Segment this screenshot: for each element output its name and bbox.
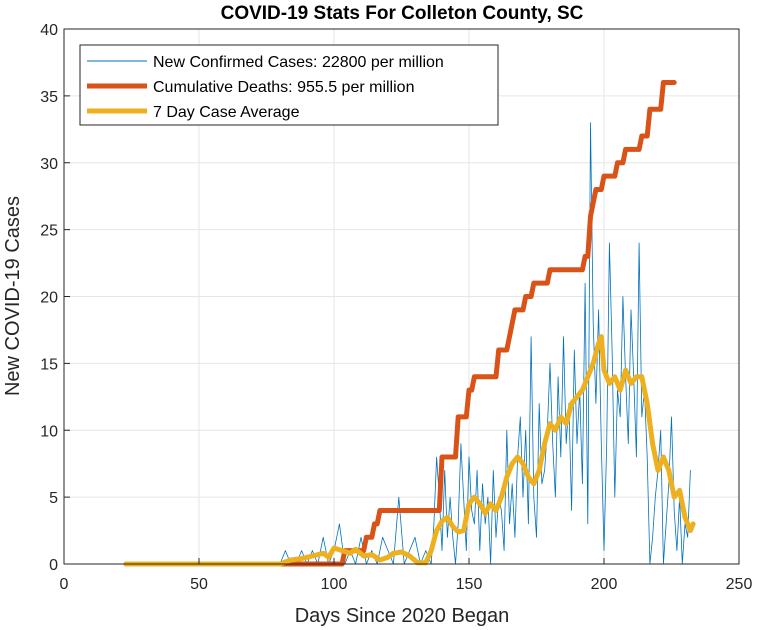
y-tick-label: 40 — [40, 22, 58, 39]
legend: New Confirmed Cases: 22800 per million C… — [79, 44, 499, 126]
legend-label-average: 7 Day Case Average — [153, 104, 300, 121]
x-tick-label: 0 — [60, 576, 69, 593]
y-tick-label: 30 — [40, 156, 58, 173]
y-tick-label: 35 — [40, 89, 58, 106]
y-tick-label: 25 — [40, 223, 58, 240]
series-line-new-cases — [125, 122, 691, 565]
y-tick-label: 20 — [40, 290, 58, 307]
chart-title: COVID-19 Stats For Colleton County, SC — [221, 3, 584, 24]
legend-label-deaths: Cumulative Deaths: 955.5 per million — [153, 79, 414, 96]
x-tick-label: 200 — [591, 576, 618, 593]
series-line-7-day-average — [123, 334, 696, 567]
x-tick-label: 50 — [190, 576, 208, 593]
y-tick-label: 10 — [40, 423, 58, 440]
y-tick-label: 15 — [40, 356, 58, 373]
legend-box — [79, 44, 499, 126]
x-tick-label: 250 — [726, 576, 753, 593]
x-tick-label: 100 — [321, 576, 348, 593]
legend-label-new-cases: New Confirmed Cases: 22800 per million — [153, 54, 444, 71]
y-axis-label: New COVID-19 Cases — [2, 196, 24, 396]
series-layer — [123, 80, 696, 567]
x-tick-label: 150 — [456, 576, 483, 593]
y-tick-label: 5 — [49, 490, 58, 507]
ticks: 0 50 100 150 200 250 0 5 10 15 20 25 30 35 40 — [40, 22, 752, 593]
y-tick-label: 0 — [49, 557, 58, 574]
x-axis-label: Days Since 2020 Began — [295, 605, 510, 627]
series-line-cumulative-deaths — [123, 80, 677, 567]
